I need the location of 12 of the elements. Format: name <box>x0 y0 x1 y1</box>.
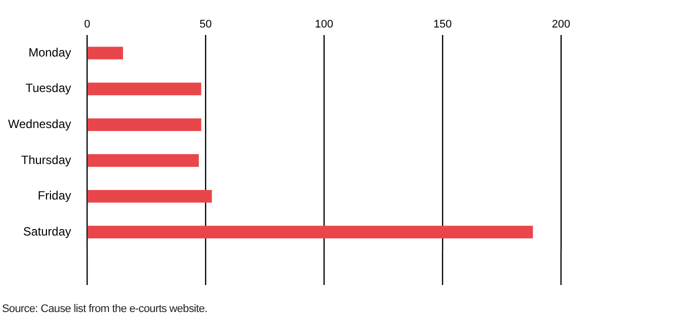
y-tick-label: Wednesday <box>8 117 72 132</box>
y-tick-label: Tuesday <box>26 81 72 96</box>
y-tick-label: Thursday <box>21 152 72 167</box>
x-tick-label: 0 <box>84 18 90 31</box>
x-tick-label: 150 <box>433 18 452 31</box>
x-tick-label: 50 <box>199 18 212 31</box>
y-tick-label: Friday <box>38 188 72 203</box>
y-tick-label: Monday <box>28 45 72 60</box>
source-note: Source: Cause list from the e-courts website. <box>2 303 208 315</box>
x-tick-label: 200 <box>552 18 570 31</box>
y-tick-label: Saturday <box>23 224 72 238</box>
x-tick-label: 100 <box>314 18 334 31</box>
